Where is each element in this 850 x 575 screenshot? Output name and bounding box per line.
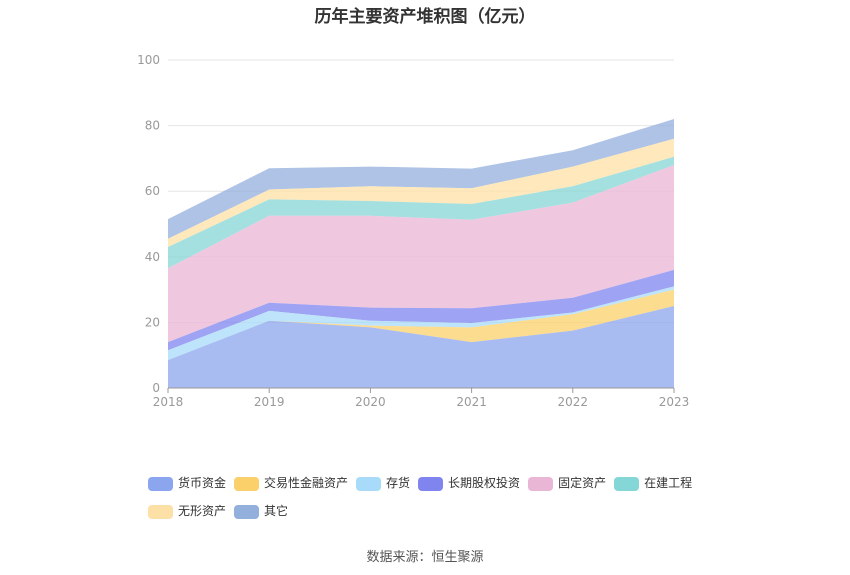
legend-swatch [148,476,173,491]
legend-label: 长期股权投资 [448,476,521,490]
y-tick-label: 80 [145,119,160,133]
y-tick-label: 60 [145,184,160,198]
legend-item[interactable]: 无形资产 [148,503,226,520]
chart-title: 历年主要资产堆积图（亿元） [314,7,536,27]
data-source-note: 数据来源：恒生聚源 [366,550,484,565]
legend-label: 存货 [386,476,411,490]
area-series-存货 [168,286,674,361]
y-tick-label: 20 [145,315,160,329]
y-tick-label: 0 [152,381,160,395]
area-series-在建工程 [168,156,674,269]
x-tick-label: 2023 [659,395,690,409]
legend-swatch [234,476,260,491]
area-series-长期股权投资 [168,269,674,351]
area-series-其它 [168,119,674,239]
legend-item[interactable]: 货币资金 [148,475,226,492]
legend-label: 固定资产 [558,476,607,490]
y-tick-label: 40 [145,250,160,264]
legend-swatch [234,504,260,519]
legend-swatch [418,476,444,491]
x-tick-label: 2019 [254,395,285,409]
legend-item[interactable]: 存货 [356,475,410,492]
chart-legend: 货币资金 交易性金融资产 存货 长期股权投资 固定资产 在建工程无形资产 其它 [148,472,748,528]
legend-item[interactable]: 长期股权投资 [418,475,520,492]
legend-label: 在建工程 [644,476,693,490]
stacked-area-chart: 0 20 40 60 80 100 2018 2019 2020 2021 2022 2023 [137,53,689,409]
y-tick-label: 100 [137,53,160,67]
area-layer [168,119,674,388]
legend-swatch [614,476,640,491]
area-series-货币资金 [168,306,674,388]
legend-item[interactable]: 在建工程 [614,475,692,492]
x-tick-label: 2018 [153,395,184,409]
x-tick-label: 2020 [355,395,386,409]
legend-swatch [528,476,554,491]
legend-item[interactable]: 交易性金融资产 [234,475,348,492]
legend-label: 无形资产 [178,504,227,518]
x-tick-label: 2022 [558,395,589,409]
legend-label: 交易性金融资产 [264,476,349,490]
legend-item[interactable]: 其它 [234,503,288,520]
x-tick-label: 2021 [456,395,487,409]
area-series-固定资产 [168,164,674,343]
legend-swatch [148,504,173,519]
area-series-交易性金融资产 [168,289,674,361]
axis-layer: 0 20 40 60 80 100 2018 2019 2020 2021 2022 2023 [137,53,689,409]
legend-swatch [356,476,382,491]
legend-label: 其它 [264,504,289,518]
area-series-无形资产 [168,138,674,247]
legend-label: 货币资金 [178,476,227,490]
legend-item[interactable]: 固定资产 [528,475,606,492]
